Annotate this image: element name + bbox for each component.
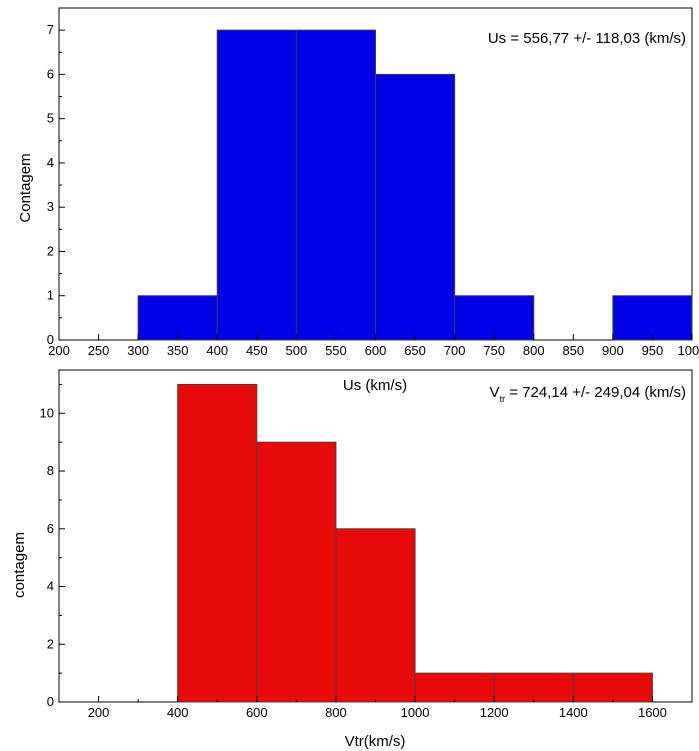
c1-xtick-label-3: 350 [167,343,189,358]
c1-ytick-label-2: 2 [47,243,54,258]
c2-xtick-label-7: 1600 [638,705,667,720]
c2-bar-0 [177,383,258,703]
c1-bar-3 [375,73,456,341]
c2-ytick-label-4: 8 [47,463,54,478]
x-axis-label-us: Us (km/s) [343,377,407,394]
c1-ytick-label-4: 4 [47,155,54,170]
c1-bar-6 [612,295,693,341]
vtr-histogram: 0 2 4 6 8 10 200 400 600 800 1000 1200 1400 1600 con… [11,369,693,750]
c2-bar-2 [335,528,416,703]
c1-xtick-label-6: 500 [286,343,308,358]
c2-xtick-label-5: 1200 [480,705,509,720]
c2-ytick-label-2: 4 [47,579,54,594]
c2-ytick-label-3: 6 [47,521,54,536]
c1-xtick-label-5: 450 [246,343,268,358]
annotation-vtr-text: = 724,14 +/- 249,04 (km/s) [505,384,686,401]
c1-ytick-label-0: 0 [47,332,54,347]
y-axis-label-us: Contagem [17,153,34,222]
c2-bar-4 [493,672,574,703]
c1-bar-0 [137,295,218,341]
c1-xtick-label-14: 900 [602,343,624,358]
annotation-vtr-subscript: tr [500,394,506,404]
c2-xtick-label-4: 1000 [401,705,430,720]
y-axis-vtr: 0 2 4 6 8 10 [40,383,65,709]
c2-ytick-label-1: 2 [47,636,54,651]
c1-xtick-label-4: 400 [206,343,228,358]
annotation-us: Us = 556,77 +/- 118,03 (km/s) [488,30,686,47]
c1-xtick-label-0: 200 [48,343,70,358]
annotation-vtr: Vtr = 724,14 +/- 249,04 (km/s) [490,384,686,404]
c1-ytick-label-7: 7 [47,22,54,37]
c1-xtick-label-11: 750 [483,343,505,358]
c1-xtick-label-12: 800 [523,343,545,358]
c1-xtick-label-13: 850 [562,343,584,358]
c2-xtick-label-3: 800 [325,705,347,720]
c2-xtick-label-1: 400 [167,705,189,720]
x-axis-vtr: 200 400 600 800 1000 1200 1400 1600 [88,696,667,720]
c1-xtick-label-9: 650 [404,343,426,358]
c1-xtick-label-16: 1000 [678,343,699,358]
x-axis-label-vtr: Vtr(km/s) [345,733,406,750]
c1-bar-2 [295,29,376,341]
c1-bar-1 [216,29,297,341]
c2-xtick-label-0: 200 [88,705,110,720]
c1-ytick-label-6: 6 [47,66,54,81]
c2-bar-3 [414,672,495,703]
x-axis-us: 200 250 300 350 400 450 500 550 600 650 700 750 800 8… [48,334,699,358]
bars-vtr [177,383,653,703]
c1-ytick-label-1: 1 [47,288,54,303]
bars-us [137,29,693,341]
c1-bar-4 [454,295,535,341]
c2-bar-1 [256,441,337,703]
c1-xtick-label-10: 700 [444,343,466,358]
c1-xtick-label-15: 950 [642,343,664,358]
y-axis-us: 0 1 2 3 4 5 6 7 [47,22,65,347]
us-histogram: 0 1 2 3 4 5 6 7 200 250 300 350 400 450 500 550 600 650 7… [17,7,699,394]
c1-xtick-label-2: 300 [127,343,149,358]
annotation-vtr-prefix: V [490,384,500,401]
c2-xtick-label-2: 600 [246,705,268,720]
c1-xtick-label-1: 250 [88,343,110,358]
c1-xtick-label-8: 600 [365,343,387,358]
c2-ytick-label-5: 10 [40,405,54,420]
y-axis-label-vtr: contagem [11,532,28,598]
c1-xtick-label-7: 550 [325,343,347,358]
c2-ytick-label-0: 0 [47,694,54,709]
c2-xtick-label-6: 1400 [559,705,588,720]
c1-ytick-label-5: 5 [47,111,54,126]
c2-bar-5 [572,672,653,703]
c1-ytick-label-3: 3 [47,199,54,214]
